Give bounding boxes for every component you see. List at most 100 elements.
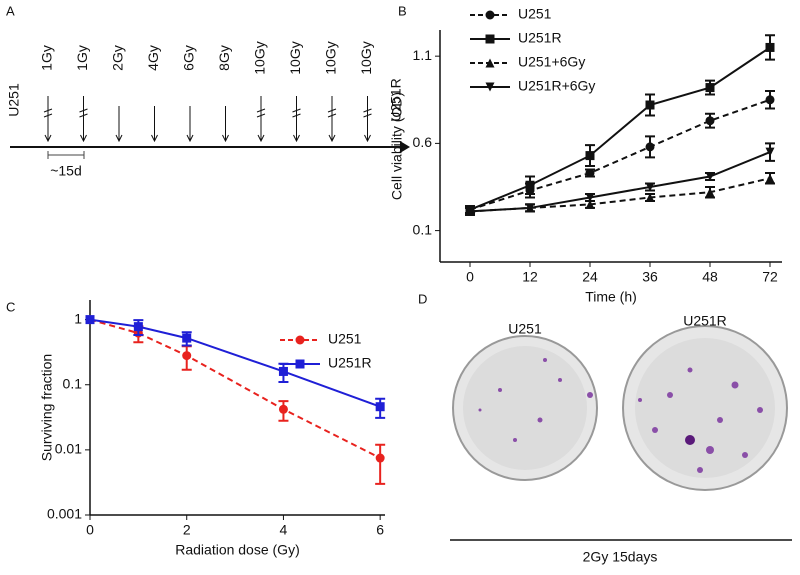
break-mark <box>79 108 88 118</box>
break-mark <box>256 108 266 118</box>
y-axis-title: Surviving fraction <box>39 354 55 461</box>
legend-label: U251R <box>328 355 372 371</box>
dose-label: 10Gy <box>287 41 303 74</box>
dose-label: 10Gy <box>323 41 339 74</box>
y-tick-label: 1 <box>74 310 82 326</box>
x-tick-label: 72 <box>762 269 778 285</box>
series-line <box>469 46 771 211</box>
dose-label: 10Gy <box>252 41 268 74</box>
interval-label: ~15d <box>50 163 82 179</box>
marker <box>705 83 715 93</box>
colonies <box>478 358 763 473</box>
x-tick-label: 2 <box>183 522 191 538</box>
timeline: U251 U251R ~15d <box>6 78 410 179</box>
dose-arrow <box>257 96 265 143</box>
marker <box>765 147 775 157</box>
x-tick-label: 6 <box>376 522 384 538</box>
x-tick-label: 12 <box>522 269 538 285</box>
dose-arrow <box>293 96 300 143</box>
break-mark <box>292 108 301 118</box>
marker <box>182 333 192 343</box>
y-tick-label: 0.001 <box>47 506 82 522</box>
legend-label: U251R+6Gy <box>518 78 595 94</box>
legend-label: U251+6Gy <box>518 54 585 70</box>
dish <box>635 338 775 478</box>
dose-arrow <box>115 106 123 143</box>
marker <box>85 315 95 325</box>
marker <box>585 192 595 202</box>
series-line <box>469 151 771 213</box>
marker <box>182 351 192 361</box>
dose-label: 1Gy <box>39 45 55 71</box>
dose-arrow <box>151 106 158 143</box>
dishes: U251 U251R 2Gy 15days <box>450 313 792 565</box>
dish <box>463 346 587 470</box>
marker <box>645 192 655 202</box>
dose-arrow <box>222 106 229 143</box>
dish-label: U251R <box>683 313 727 329</box>
x-axis-title: Time (h) <box>585 289 637 305</box>
marker <box>133 322 143 332</box>
marker <box>705 116 715 126</box>
y-tick-label: 0.1 <box>413 221 433 237</box>
marker <box>278 366 288 376</box>
marker <box>375 402 385 412</box>
x-tick-label: 36 <box>642 269 658 285</box>
dose-label: 10Gy <box>358 41 374 74</box>
caption: 2Gy 15days <box>583 549 658 565</box>
series-line <box>469 98 771 211</box>
x-tick-label: 24 <box>582 269 598 285</box>
y-tick-label: 0.01 <box>55 441 82 457</box>
dose-arrow <box>44 96 52 143</box>
marker <box>278 404 288 414</box>
marker <box>375 453 385 463</box>
x-tick-label: 4 <box>280 522 288 538</box>
x-tick-label: 0 <box>466 269 474 285</box>
error-bar <box>375 443 386 485</box>
marker <box>645 182 655 192</box>
panel-label: B <box>398 3 407 18</box>
marker <box>585 151 595 161</box>
y-tick-label: 0.1 <box>63 375 83 391</box>
marker <box>295 335 305 345</box>
marker <box>485 10 495 20</box>
marker <box>295 359 305 369</box>
start-label: U251 <box>6 83 22 117</box>
panel-label: A <box>6 3 15 18</box>
arrowhead <box>400 141 410 153</box>
marker <box>485 58 495 68</box>
dose-label: 6Gy <box>181 45 197 71</box>
dose-arrow <box>186 106 194 143</box>
x-tick-label: 48 <box>702 269 718 285</box>
marker <box>765 173 775 183</box>
x-tick-label: 0 <box>86 522 94 538</box>
panel-label: D <box>418 291 427 306</box>
break-mark <box>43 108 53 118</box>
marker <box>525 203 535 213</box>
marker <box>525 180 535 190</box>
break-mark <box>327 108 337 118</box>
y-tick-label: 1.1 <box>413 47 433 63</box>
marker <box>705 187 715 197</box>
panel-label: C <box>6 299 15 314</box>
dose-label: 2Gy <box>110 45 126 71</box>
marker <box>645 100 655 110</box>
dose-label: 4Gy <box>145 45 161 71</box>
dose-arrow <box>80 96 87 143</box>
series-line <box>469 177 771 213</box>
marker <box>485 34 495 44</box>
dose-arrow <box>364 96 371 143</box>
marker <box>645 142 655 152</box>
y-axis-title: Cell viability (OD) <box>389 92 405 200</box>
legend-label: U251 <box>328 331 362 347</box>
legend-label: U251R <box>518 30 562 46</box>
marker <box>585 168 595 178</box>
marker <box>465 206 475 216</box>
marker <box>765 95 775 105</box>
marker <box>585 199 595 209</box>
marker <box>705 172 715 182</box>
marker <box>765 42 775 52</box>
dose-label: 1Gy <box>74 45 90 71</box>
y-tick-label: 0.6 <box>413 134 433 150</box>
dose-arrow <box>328 96 336 143</box>
